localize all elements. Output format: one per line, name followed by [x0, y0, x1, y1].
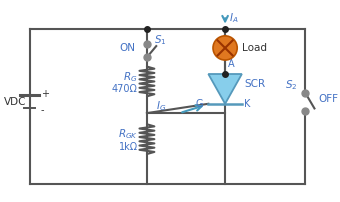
Text: G: G	[195, 99, 203, 109]
Polygon shape	[208, 74, 242, 104]
Text: ON: ON	[119, 43, 135, 53]
Text: $R_{GK}$: $R_{GK}$	[118, 128, 138, 141]
Text: $S_1$: $S_1$	[154, 34, 167, 47]
Text: Load: Load	[242, 43, 267, 53]
Text: +: +	[41, 88, 49, 99]
Text: OFF: OFF	[318, 94, 338, 104]
Text: A: A	[228, 59, 235, 69]
Text: SCR: SCR	[245, 79, 266, 89]
Text: K: K	[244, 99, 250, 109]
Text: $I_G$: $I_G$	[156, 100, 167, 114]
Circle shape	[213, 36, 237, 60]
Text: -: -	[41, 105, 44, 115]
Text: 1kΩ: 1kΩ	[119, 142, 138, 152]
Text: $S_2$: $S_2$	[285, 78, 298, 92]
Text: $R_G$: $R_G$	[123, 70, 138, 84]
Text: VDC: VDC	[3, 97, 26, 107]
Text: 470Ω: 470Ω	[112, 84, 138, 94]
Text: $I_A$: $I_A$	[229, 11, 238, 25]
